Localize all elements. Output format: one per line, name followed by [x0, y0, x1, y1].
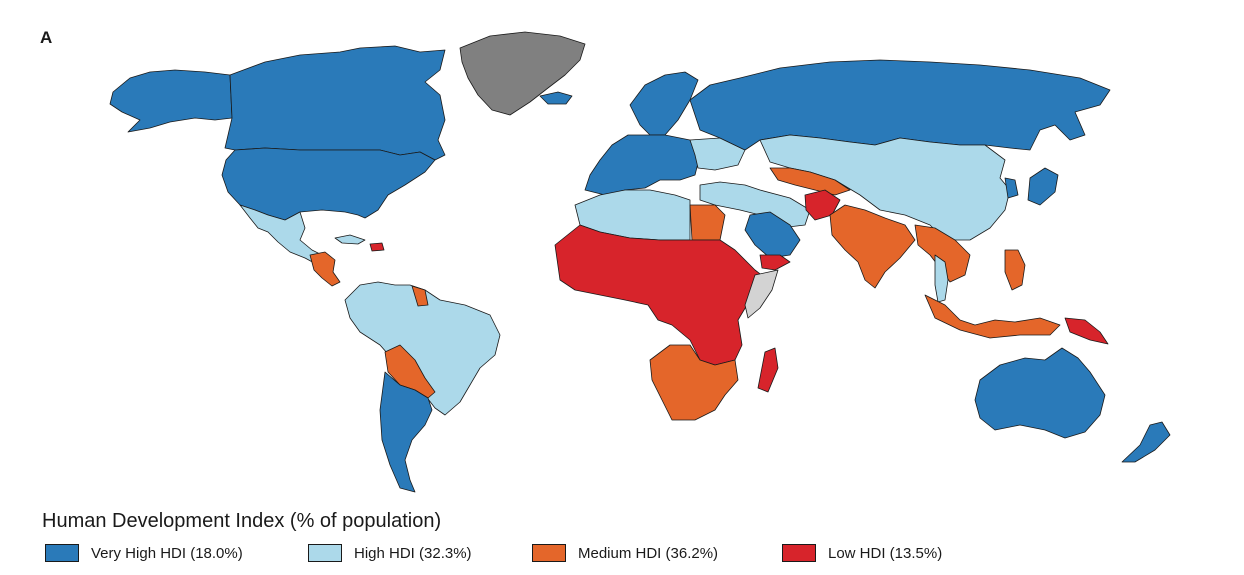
- map-region-scandinavia: [629, 71, 699, 136]
- map-region-new-zealand: [1121, 421, 1171, 463]
- legend-label-medium: Medium HDI (36.2%): [578, 545, 719, 562]
- legend-label-very-high: Very High HDI (18.0%): [91, 545, 243, 562]
- map-region-somalia: [744, 269, 779, 319]
- map-region-korea: [1004, 177, 1019, 199]
- legend-swatch-medium: [532, 544, 566, 562]
- legend-swatch-very-high: [45, 544, 79, 562]
- map-region-alaska: [109, 69, 233, 133]
- map-region-iceland: [539, 91, 573, 105]
- map-region-central-america: [309, 251, 341, 287]
- map-region-guyana: [411, 285, 429, 307]
- panel-label: A: [40, 28, 53, 47]
- map-region-canada: [224, 45, 446, 161]
- map-region-papua-new-guinea: [1064, 317, 1109, 345]
- legend-swatch-low: [782, 544, 816, 562]
- map-region-thailand-malaysia: [934, 254, 949, 303]
- legend-label-high: High HDI (32.3%): [354, 545, 472, 562]
- map-region-usa: [221, 147, 436, 221]
- map-region-europe: [584, 134, 701, 196]
- map-region-russia: [689, 59, 1111, 151]
- map-region-west-central-africa: [554, 224, 769, 366]
- map-region-haiti: [369, 242, 385, 252]
- map-region-egypt: [689, 204, 726, 241]
- map-region-saudi-arabia: [744, 211, 801, 259]
- map-region-madagascar: [757, 347, 779, 393]
- map-region-australia: [974, 347, 1106, 439]
- map-region-chile-argentina: [379, 371, 433, 493]
- map-region-southeast-asia: [914, 224, 971, 283]
- map-region-indonesia: [924, 294, 1061, 339]
- map-region-bolivia-paraguay: [384, 344, 436, 399]
- world-map: [109, 31, 1171, 493]
- map-region-southern-africa: [649, 344, 739, 421]
- map-region-yemen: [759, 254, 791, 271]
- map-region-japan: [1027, 167, 1059, 206]
- legend-label-low: Low HDI (13.5%): [828, 545, 943, 562]
- map-region-philippines: [1004, 249, 1026, 291]
- map-region-greenland: [459, 31, 586, 116]
- map-region-central-asia: [769, 167, 851, 196]
- map-region-cuba: [334, 234, 366, 245]
- legend-title: Human Development Index (% of population…: [42, 510, 442, 532]
- map-region-india-pakistan: [829, 204, 916, 289]
- legend-swatch-high: [308, 544, 342, 562]
